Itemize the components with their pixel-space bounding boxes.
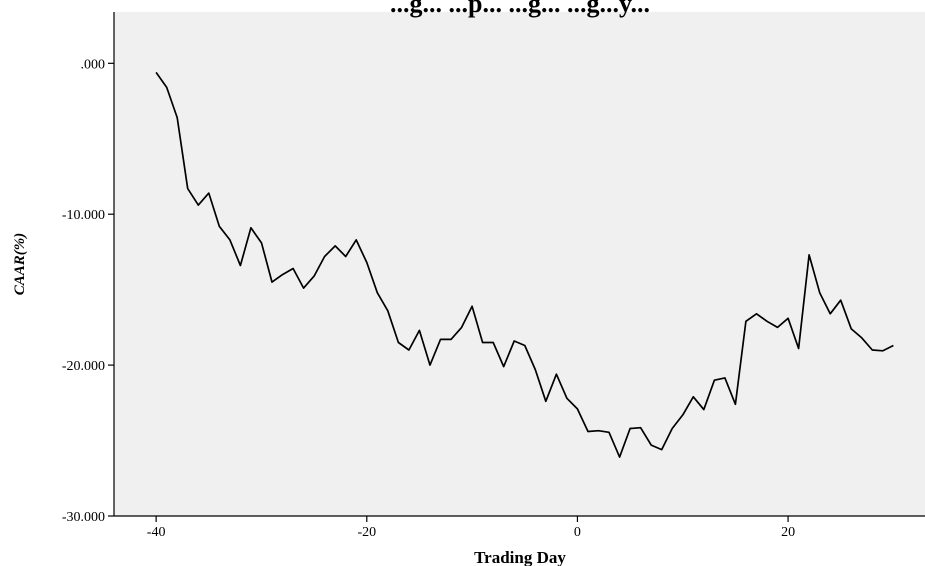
y-axis-ticks: .000 -10.000 -20.000 -30.000 (62, 57, 114, 525)
x-tick-label: 20 (781, 525, 795, 540)
y-axis-label: CAAR(%) (12, 233, 28, 296)
x-tick-label: -40 (147, 525, 166, 540)
y-tick-label: -20.000 (62, 359, 105, 374)
y-tick-label: -10.000 (62, 208, 105, 223)
chart-title: ...g... ...p... ...g... ...g...y... (390, 0, 650, 18)
x-tick-label: -20 (357, 525, 376, 540)
plot-area (114, 12, 925, 516)
x-axis-ticks: -40 -20 0 20 (147, 516, 795, 540)
caar-series-line (155, 71, 894, 458)
y-tick-label: -30.000 (62, 510, 105, 525)
y-tick-label: .000 (81, 57, 106, 72)
x-axis-label: Trading Day (474, 548, 566, 566)
x-tick-label: 0 (574, 525, 581, 540)
